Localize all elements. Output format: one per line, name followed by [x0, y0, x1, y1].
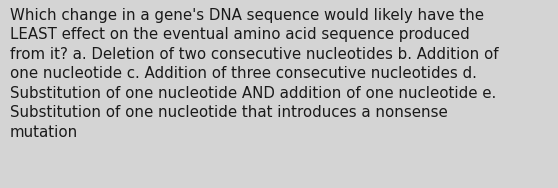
Text: Which change in a gene's DNA sequence would likely have the
LEAST effect on the : Which change in a gene's DNA sequence wo…	[10, 8, 499, 140]
